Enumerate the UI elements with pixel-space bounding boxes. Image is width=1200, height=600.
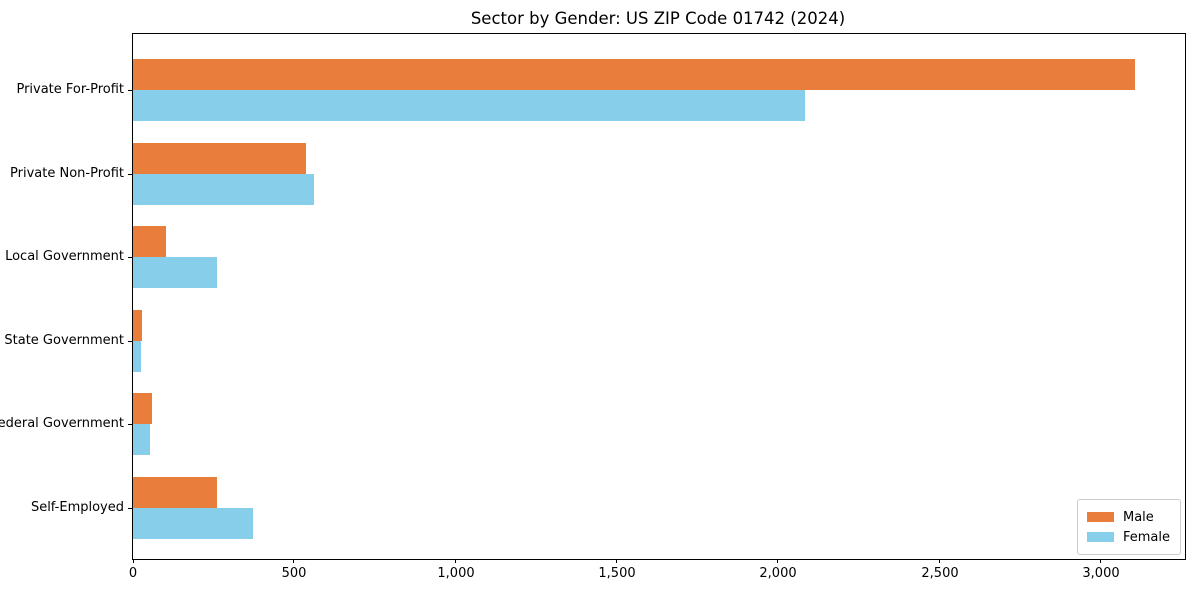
bar-male-federal-government xyxy=(133,393,152,425)
legend-label-female: Female xyxy=(1122,529,1170,545)
x-tick xyxy=(939,559,940,563)
x-tick-label: 2,500 xyxy=(921,566,959,581)
y-tick-label: Federal Government xyxy=(0,416,124,431)
bar-female-state-government xyxy=(133,340,141,372)
y-tick-label: State Government xyxy=(4,333,124,348)
female-swatch xyxy=(1086,532,1114,542)
plot-area: Private For-Profit Private Non-Profit Loca… xyxy=(0,33,1186,581)
y-tick xyxy=(128,341,132,342)
x-tick-label: 3,000 xyxy=(1082,566,1120,581)
bar-female-local-government xyxy=(133,257,217,289)
bar-female-self-employed xyxy=(133,508,253,539)
x-tick-label: 0 xyxy=(128,566,138,581)
legend-label-male: Male xyxy=(1122,509,1154,525)
x-tick xyxy=(777,559,778,563)
x-tick xyxy=(1100,559,1101,563)
x-tick-label: 2,000 xyxy=(759,566,797,581)
y-tick xyxy=(128,424,132,425)
male-swatch xyxy=(1086,512,1114,522)
bar-female-private-non-profit xyxy=(133,173,314,205)
x-tick-label: 500 xyxy=(281,566,307,581)
bar-female-private-for-profit xyxy=(133,90,805,121)
bar-male-self-employed xyxy=(133,477,217,508)
bar-male-local-government xyxy=(133,226,166,258)
x-tick xyxy=(455,559,456,563)
x-tick-label: 1,000 xyxy=(437,566,475,581)
y-tick xyxy=(128,257,132,258)
legend-entry-female: Female xyxy=(1086,527,1170,547)
bar-male-private-for-profit xyxy=(133,59,1135,90)
legend-entry-male: Male xyxy=(1086,507,1170,527)
y-tick xyxy=(128,174,132,175)
x-tick xyxy=(293,559,294,563)
bar-female-federal-government xyxy=(133,424,150,456)
chart-title: Sector by Gender: US ZIP Code 01742 (202… xyxy=(470,9,846,28)
bar-male-private-non-profit xyxy=(133,142,306,174)
x-tick xyxy=(616,559,617,563)
y-tick-label: Private Non-Profit xyxy=(10,166,124,181)
y-tick-label: Local Government xyxy=(5,249,124,264)
x-tick-label: 1,500 xyxy=(598,566,636,581)
y-tick xyxy=(128,508,132,509)
y-tick xyxy=(128,90,132,91)
y-tick-label: Self-Employed xyxy=(30,500,124,515)
legend: Male Female xyxy=(1076,499,1181,555)
bar-male-state-government xyxy=(133,309,142,341)
y-tick-label: Private For-Profit xyxy=(16,82,124,97)
x-tick xyxy=(133,559,134,563)
